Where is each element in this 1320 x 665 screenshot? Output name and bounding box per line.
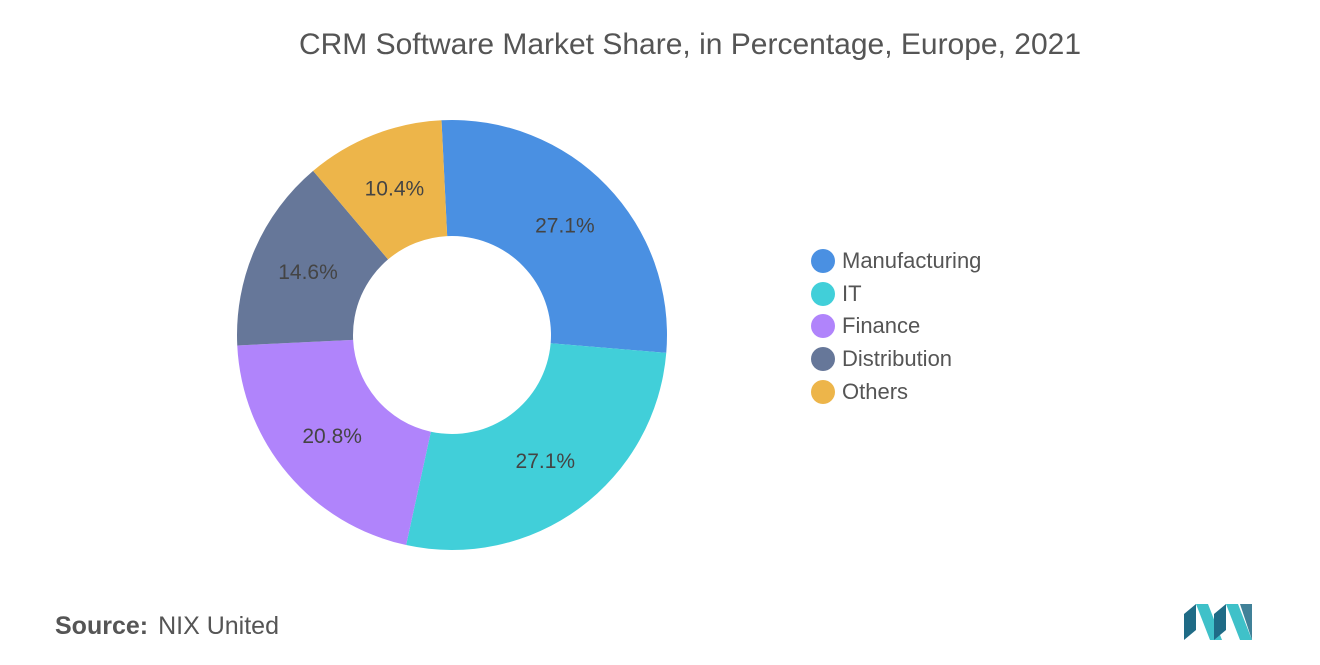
legend: Manufacturing IT Finance Distribution Ot… [811, 245, 981, 408]
slice-distribution [237, 170, 389, 346]
legend-label-distribution: Distribution [842, 346, 953, 372]
legend-item-distribution: Distribution [811, 343, 981, 376]
legend-label-manufacturing: Manufacturing [842, 248, 982, 274]
legend-swatch-manufacturing [811, 249, 835, 274]
slice-manufacturing [441, 120, 667, 353]
legend-item-finance: Finance [811, 310, 981, 343]
legend-label-it: IT [842, 280, 862, 306]
mordor-intelligence-logo-icon [1184, 604, 1252, 640]
legend-label-finance: Finance [842, 313, 921, 339]
legend-item-others: Others [811, 375, 981, 408]
slice-labels: 27.1% 27.1% 20.8% 14.6% 10.4% [278, 177, 594, 472]
slice-label-manufacturing: 27.1% [535, 214, 595, 237]
source-key: Source: [55, 612, 149, 640]
legend-swatch-finance [811, 314, 835, 339]
slice-finance [237, 339, 431, 546]
slice-label-others: 10.4% [365, 177, 425, 200]
legend-item-manufacturing: Manufacturing [811, 245, 981, 278]
legend-swatch-distribution [811, 347, 835, 372]
chart-title: CRM Software Market Share, in Percentage… [298, 28, 1082, 61]
source-value: NIX United [158, 612, 279, 640]
slice-label-distribution: 14.6% [278, 261, 338, 284]
slice-label-finance: 20.8% [302, 425, 362, 448]
legend-swatch-it [811, 281, 835, 306]
source-note: Source: NIX United [55, 612, 279, 641]
legend-swatch-others [811, 379, 835, 404]
donut-slices [237, 120, 667, 551]
slice-label-it: 27.1% [516, 450, 576, 473]
legend-item-it: IT [811, 278, 981, 311]
legend-label-others: Others [842, 378, 909, 404]
slice-others [313, 120, 448, 260]
slice-it [406, 343, 667, 551]
